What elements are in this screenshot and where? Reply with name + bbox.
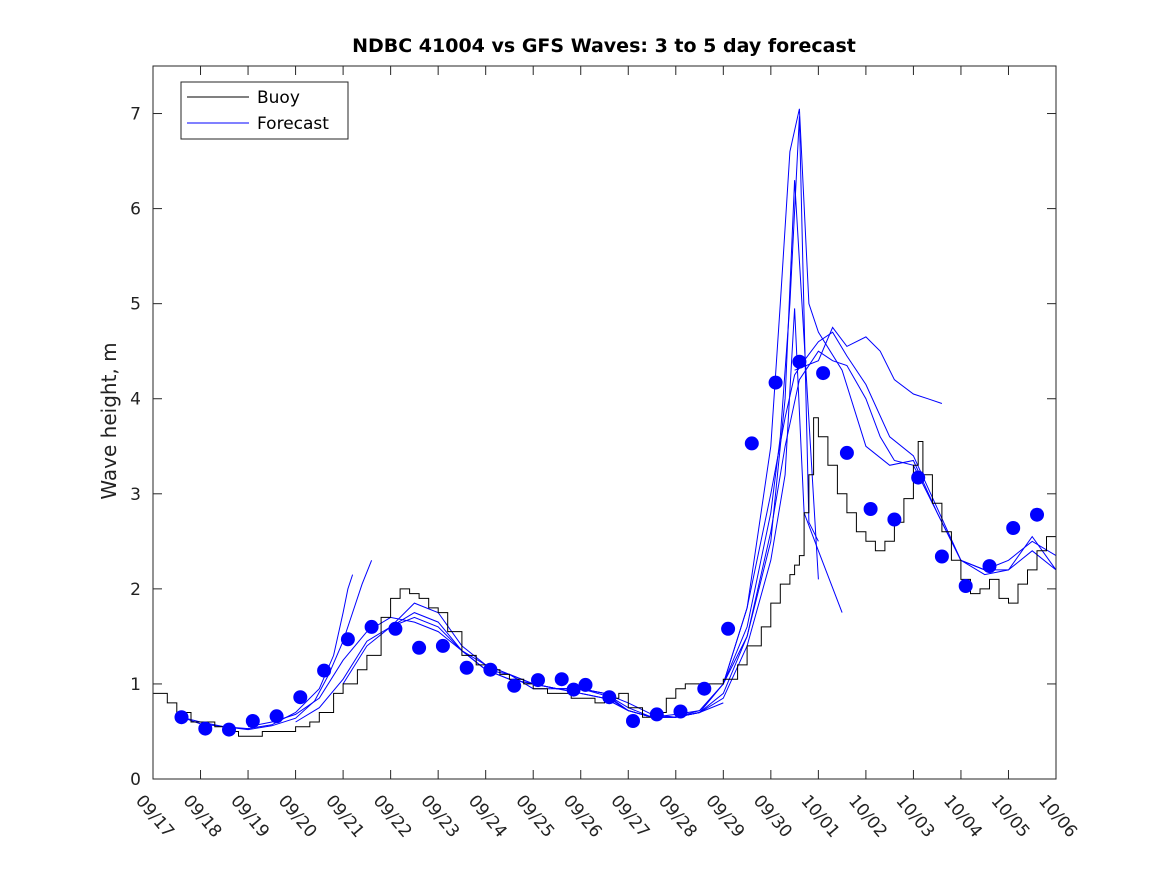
forecast-marker: [566, 682, 581, 697]
forecast-line-8: [580, 331, 1056, 718]
forecast-marker: [531, 673, 545, 688]
y-axis-label: Wave height, m: [97, 342, 121, 499]
y-tick-label: 6: [130, 200, 141, 220]
plot-frame: [152, 65, 1057, 780]
forecast-marker: [293, 690, 308, 705]
forecast-marker: [839, 445, 854, 460]
forecast-marker: [222, 722, 236, 737]
forecast-marker: [459, 660, 474, 675]
forecast-marker: [792, 354, 807, 369]
y-tick-label: 2: [130, 580, 141, 600]
forecast-marker: [816, 366, 831, 381]
forecast-marker: [483, 662, 498, 677]
forecast-marker: [317, 663, 332, 678]
forecast-marker: [982, 559, 997, 574]
legend-buoy-label: Buoy: [257, 88, 300, 108]
forecast-marker: [578, 677, 593, 692]
forecast-marker: [602, 690, 617, 705]
forecast-marker: [412, 640, 427, 655]
y-tick-label: 4: [130, 390, 141, 410]
forecast-marker: [673, 704, 688, 719]
forecast-marker: [1006, 521, 1021, 535]
forecast-marker: [388, 621, 403, 636]
forecast-marker: [174, 710, 189, 725]
y-tick-label: 1: [130, 675, 141, 695]
forecast-line-10: [794, 326, 943, 404]
legend-forecast-label: Forecast: [257, 114, 329, 134]
y-tick-label: 3: [130, 485, 141, 505]
forecast-marker: [934, 549, 949, 564]
forecast-marker: [887, 512, 902, 527]
forecast-marker: [435, 638, 450, 653]
series-layer: [153, 108, 1056, 737]
forecast-marker: [269, 709, 284, 724]
forecast-marker: [721, 621, 736, 636]
forecast-marker-layer: [174, 354, 1044, 737]
forecast-marker: [364, 619, 379, 634]
y-tick-label: 0: [130, 770, 141, 790]
forecast-marker: [626, 714, 640, 728]
forecast-marker: [911, 470, 926, 485]
legend-box: [180, 81, 349, 140]
forecast-marker: [198, 721, 213, 736]
legend: Buoy Forecast: [180, 81, 349, 140]
forecast-marker: [697, 681, 712, 696]
forecast-marker: [863, 502, 878, 516]
forecast-marker: [245, 714, 260, 728]
forecast-marker: [1030, 507, 1044, 522]
forecast-marker: [507, 678, 522, 693]
forecast-marker: [744, 436, 759, 451]
forecast-line-2: [181, 574, 354, 730]
forecast-marker: [554, 672, 569, 687]
forecast-marker: [649, 707, 664, 722]
forecast-marker: [340, 632, 355, 647]
y-tick-label: 5: [130, 295, 141, 315]
buoy-line: [153, 417, 1056, 737]
chart-title: NDBC 41004 vs GFS Waves: 3 to 5 day fore…: [352, 35, 856, 57]
y-tick-label: 7: [130, 105, 141, 125]
forecast-marker: [958, 579, 973, 593]
y-axis: 0 1 2 3 4 5 6 7: [130, 105, 1056, 790]
forecast-marker: [768, 375, 783, 390]
